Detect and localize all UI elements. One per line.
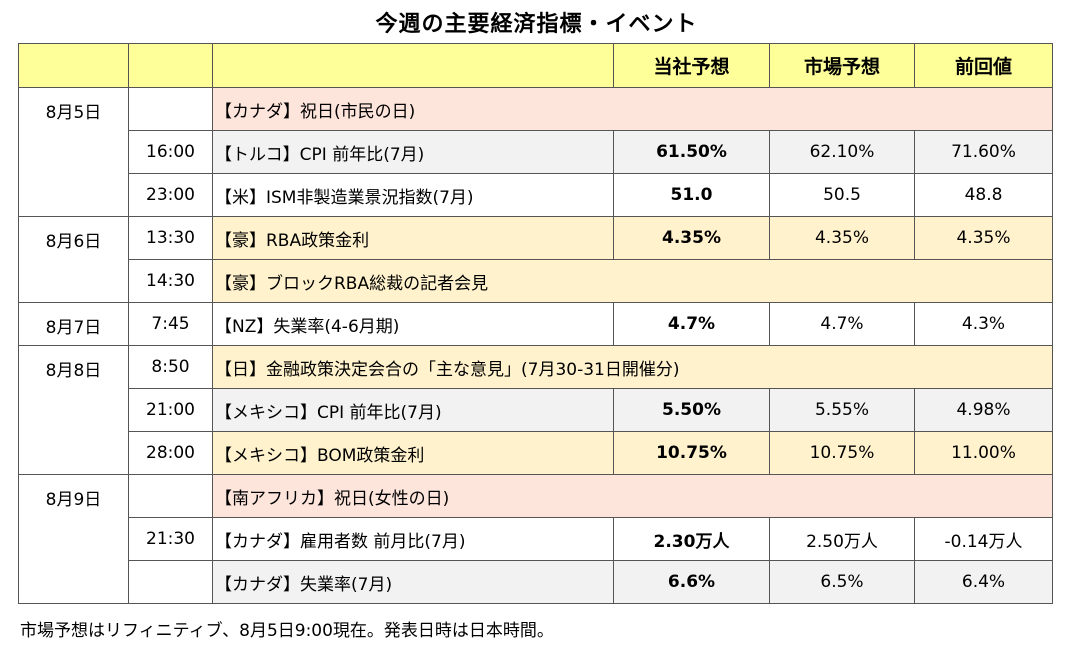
date-cell: 8月6日: [18, 216, 129, 303]
table-row: 28:00 【メキシコ】BOM政策金利 10.75% 10.75% 11.00%: [19, 431, 1053, 475]
table-body: 8月5日 【カナダ】祝日(市民の日) 16:00 【トルコ】CPI 前年比(7月) 61…: [18, 87, 1053, 604]
previous-cell: 6.4%: [914, 560, 1053, 604]
market-forecast-cell: 6.5%: [769, 560, 915, 604]
previous-cell: -0.14万人: [914, 517, 1053, 561]
event-cell: 【南アフリカ】祝日(女性の日): [212, 474, 1053, 518]
event-cell: 【日】金融政策決定会合の「主な意見」(7月30-31日開催分): [212, 345, 1053, 389]
own-forecast-cell: 6.6%: [613, 560, 770, 604]
header-own-forecast: 当社予想: [613, 43, 770, 88]
table-row: 23:00 【米】ISM非製造業景況指数(7月) 51.0 50.5 48.8: [19, 173, 1053, 217]
event-cell: 【メキシコ】CPI 前年比(7月): [212, 388, 614, 432]
time-cell: 13:30: [128, 216, 213, 260]
indicator-table: 当社予想 市場予想 前回値 8月5日 【カナダ】祝日(市民の日) 16:00 【トルコ…: [18, 43, 1053, 604]
own-forecast-cell: 51.0: [613, 173, 770, 217]
event-cell: 【豪】RBA政策金利: [212, 216, 614, 260]
date-cell: 8月9日: [18, 474, 129, 604]
previous-cell: 11.00%: [914, 431, 1053, 475]
time-cell: 21:00: [128, 388, 213, 432]
time-cell: [128, 87, 213, 131]
header-market-forecast: 市場予想: [769, 43, 915, 88]
table-row: 21:30 【カナダ】雇用者数 前月比(7月) 2.30万人 2.50万人 -0.14万…: [19, 517, 1053, 561]
table-row: 【カナダ】失業率(7月) 6.6% 6.5% 6.4%: [19, 560, 1053, 604]
table-row: 8月6日 13:30 【豪】RBA政策金利 4.35% 4.35% 4.35%: [18, 216, 1053, 303]
time-cell: [128, 560, 213, 604]
header-previous: 前回値: [914, 43, 1053, 88]
time-cell: 28:00: [128, 431, 213, 475]
own-forecast-cell: 4.35%: [613, 216, 770, 260]
footnote: 市場予想はリフィニティブ、8月5日9:00現在。発表日時は日本時間。: [20, 621, 554, 641]
market-forecast-cell: 2.50万人: [769, 517, 915, 561]
event-cell: 【米】ISM非製造業景況指数(7月): [212, 173, 614, 217]
market-forecast-cell: 4.35%: [769, 216, 915, 260]
date-cell: 8月7日: [18, 302, 129, 346]
table-row: 8月8日 8:50 【日】金融政策決定会合の「主な意見」(7月30-31日開催分): [18, 345, 1053, 475]
table-row: 8月9日 【南アフリカ】祝日(女性の日): [18, 474, 1053, 604]
table-row: 21:00 【メキシコ】CPI 前年比(7月) 5.50% 5.55% 4.98%: [19, 388, 1053, 432]
time-cell: 14:30: [128, 259, 213, 303]
time-cell: 16:00: [128, 130, 213, 174]
time-cell: 21:30: [128, 517, 213, 561]
date-cell: 8月8日: [18, 345, 129, 475]
own-forecast-cell: 2.30万人: [613, 517, 770, 561]
previous-cell: 4.98%: [914, 388, 1053, 432]
event-cell: 【カナダ】祝日(市民の日): [212, 87, 1053, 131]
market-forecast-cell: 62.10%: [769, 130, 915, 174]
previous-cell: 48.8: [914, 173, 1053, 217]
own-forecast-cell: 10.75%: [613, 431, 770, 475]
header-time: [128, 43, 213, 88]
market-forecast-cell: 10.75%: [769, 431, 915, 475]
previous-cell: 71.60%: [914, 130, 1053, 174]
event-cell: 【NZ】失業率(4-6月期): [212, 302, 614, 346]
previous-cell: 4.3%: [914, 302, 1053, 346]
event-cell: 【カナダ】雇用者数 前月比(7月): [212, 517, 614, 561]
header-row: 当社予想 市場予想 前回値: [18, 43, 1053, 88]
event-cell: 【メキシコ】BOM政策金利: [212, 431, 614, 475]
time-cell: 8:50: [128, 345, 213, 389]
own-forecast-cell: 61.50%: [613, 130, 770, 174]
market-forecast-cell: 5.55%: [769, 388, 915, 432]
event-cell: 【トルコ】CPI 前年比(7月): [212, 130, 614, 174]
header-date: [18, 43, 129, 88]
table-row: 8月7日 7:45 【NZ】失業率(4-6月期) 4.7% 4.7% 4.3%: [18, 302, 1053, 346]
previous-cell: 4.35%: [914, 216, 1053, 260]
header-event: [212, 43, 614, 88]
table-row: 8月5日 【カナダ】祝日(市民の日): [18, 87, 1053, 217]
market-forecast-cell: 50.5: [769, 173, 915, 217]
time-cell: 7:45: [128, 302, 213, 346]
table-row: 14:30 【豪】ブロックRBA総裁の記者会見: [19, 259, 1053, 303]
time-cell: 23:00: [128, 173, 213, 217]
date-cell: 8月5日: [18, 87, 129, 217]
own-forecast-cell: 5.50%: [613, 388, 770, 432]
market-forecast-cell: 4.7%: [769, 302, 915, 346]
time-cell: [128, 474, 213, 518]
page-title: 今週の主要経済指標・イベント: [375, 12, 698, 37]
event-cell: 【豪】ブロックRBA総裁の記者会見: [212, 259, 1053, 303]
table-row: 16:00 【トルコ】CPI 前年比(7月) 61.50% 62.10% 71.60%: [19, 130, 1053, 174]
own-forecast-cell: 4.7%: [613, 302, 770, 346]
event-cell: 【カナダ】失業率(7月): [212, 560, 614, 604]
